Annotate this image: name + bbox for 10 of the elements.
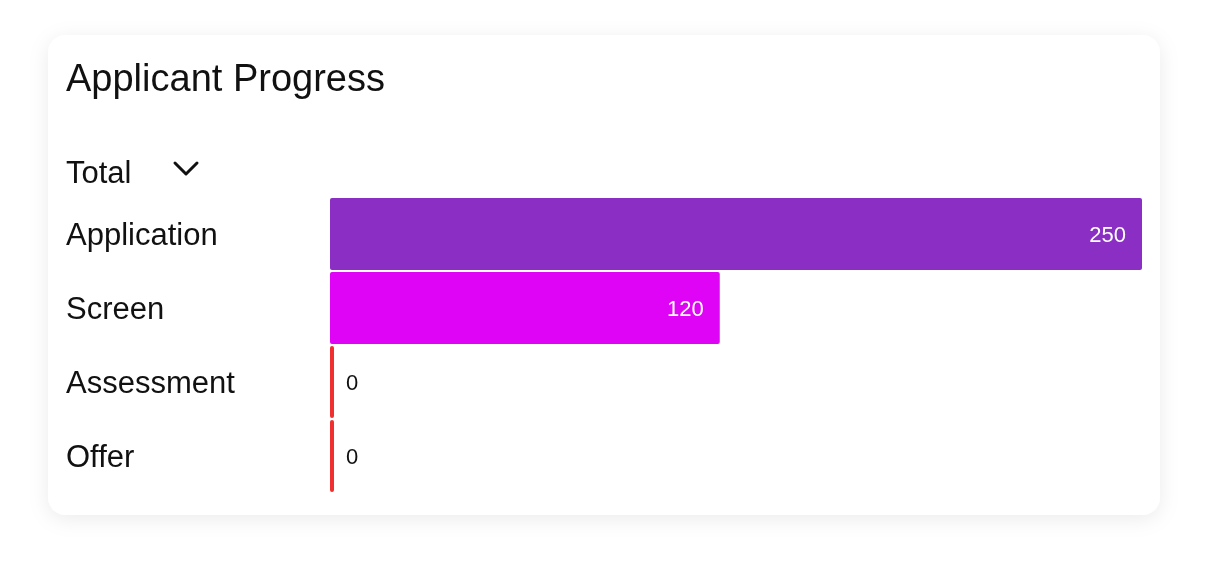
y-tick-label: Assessment: [66, 365, 236, 400]
data-label: 0: [346, 444, 359, 469]
chart-title: Applicant Progress: [66, 57, 385, 99]
data-label: 120: [667, 296, 704, 321]
chart-subtitle: Total: [66, 155, 132, 190]
data-label: 250: [1089, 222, 1126, 247]
data-label: 0: [346, 370, 359, 395]
y-tick-label: Offer: [66, 439, 135, 474]
y-tick-label: Application: [66, 217, 218, 252]
y-tick-label: Screen: [66, 291, 165, 326]
